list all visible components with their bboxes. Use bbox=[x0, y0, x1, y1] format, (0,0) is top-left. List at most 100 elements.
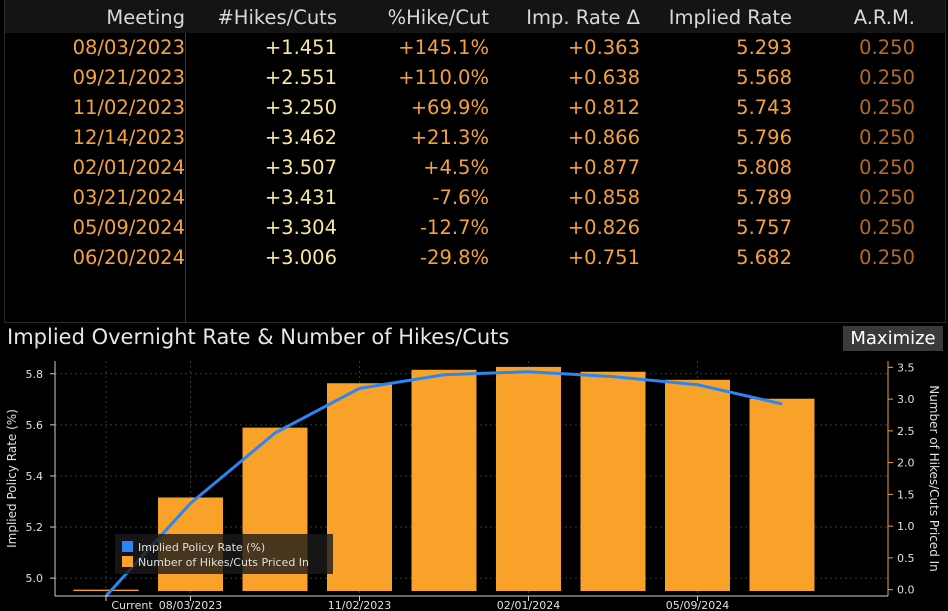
cell-meeting: 03/21/2024 bbox=[72, 186, 185, 209]
cell-delta: +0.363 bbox=[567, 36, 640, 59]
x-tick-label: 11/02/2023 bbox=[328, 599, 391, 611]
table-row[interactable]: 02/01/2024 +3.507 +4.5% +0.877 5.808 0.250 bbox=[5, 153, 945, 183]
cell-meeting: 02/01/2024 bbox=[72, 156, 185, 179]
cell-pct: +145.1% bbox=[398, 36, 489, 59]
x-tick-label: 08/03/2023 bbox=[159, 599, 222, 611]
left-tick-label: 5.4 bbox=[26, 470, 44, 483]
cell-hikes: +3.250 bbox=[264, 96, 337, 119]
left-tick-label: 5.6 bbox=[26, 419, 44, 432]
cell-arm: 0.250 bbox=[859, 96, 915, 119]
cell-rate: 5.796 bbox=[736, 126, 792, 149]
cell-meeting: 12/14/2023 bbox=[72, 126, 185, 149]
cell-pct: +110.0% bbox=[398, 66, 489, 89]
cell-hikes: +2.551 bbox=[264, 66, 337, 89]
x-tick-label: 02/01/2024 bbox=[497, 599, 560, 611]
right-tick-label: 0.0 bbox=[897, 584, 915, 597]
cell-rate: 5.808 bbox=[736, 156, 792, 179]
legend-swatch-line bbox=[122, 541, 133, 552]
header-imp-rate-delta[interactable]: Imp. Rate Δ bbox=[526, 6, 640, 29]
rate-chart: 5.0 5.2 5.4 5.6 5.8 0.0 0.5 1.0 1.5 2.0 2.5 3.0 3.5 C… bbox=[5, 361, 941, 611]
right-tick-label: 0.5 bbox=[897, 552, 915, 565]
cell-delta: +0.826 bbox=[567, 216, 640, 239]
bar bbox=[73, 589, 139, 591]
chart-title: Implied Overnight Rate & Number of Hikes… bbox=[7, 325, 510, 349]
cell-pct: -7.6% bbox=[432, 186, 489, 209]
legend-box bbox=[115, 534, 333, 574]
cell-rate: 5.743 bbox=[736, 96, 792, 119]
cell-hikes: +3.462 bbox=[264, 126, 337, 149]
table-row[interactable]: 06/20/2024 +3.006 -29.8% +0.751 5.682 0.250 bbox=[5, 243, 945, 273]
cell-hikes: +3.304 bbox=[264, 216, 337, 239]
cell-pct: -12.7% bbox=[420, 216, 489, 239]
cell-rate: 5.682 bbox=[736, 246, 792, 269]
cell-arm: 0.250 bbox=[859, 186, 915, 209]
cell-arm: 0.250 bbox=[859, 246, 915, 269]
header-pct-hike-cut[interactable]: %Hike/Cut bbox=[387, 6, 489, 29]
table-row[interactable]: 05/09/2024 +3.304 -12.7% +0.826 5.757 0.250 bbox=[5, 213, 945, 243]
cell-meeting: 08/03/2023 bbox=[72, 36, 185, 59]
cell-delta: +0.751 bbox=[567, 246, 640, 269]
table-row[interactable]: 12/14/2023 +3.462 +21.3% +0.866 5.796 0.250 bbox=[5, 123, 945, 153]
bar bbox=[496, 366, 561, 591]
cell-delta: +0.812 bbox=[567, 96, 640, 119]
bar bbox=[749, 398, 815, 591]
y2-axis-label: Number of Hikes/Cuts Priced In bbox=[927, 385, 941, 572]
cell-arm: 0.250 bbox=[859, 156, 915, 179]
line-series bbox=[104, 370, 783, 598]
table-row[interactable]: 09/21/2023 +2.551 +110.0% +0.638 5.568 0.250 bbox=[5, 63, 945, 93]
cell-meeting: 11/02/2023 bbox=[72, 96, 185, 119]
left-tick-label: 5.8 bbox=[26, 368, 44, 381]
bar bbox=[580, 371, 646, 591]
x-tick-label: Current bbox=[111, 599, 153, 611]
cell-pct: +21.3% bbox=[410, 126, 489, 149]
right-tick-label: 2.5 bbox=[897, 425, 915, 438]
cell-arm: 0.250 bbox=[859, 216, 915, 239]
right-tick-label: 1.5 bbox=[897, 488, 915, 501]
cell-rate: 5.293 bbox=[736, 36, 792, 59]
x-tick-label: 05/09/2024 bbox=[666, 599, 729, 611]
cell-pct: -29.8% bbox=[420, 246, 489, 269]
cell-meeting: 06/20/2024 bbox=[72, 246, 185, 269]
bar bbox=[665, 379, 730, 591]
right-tick-label: 2.0 bbox=[897, 457, 915, 470]
header-hikes-cuts[interactable]: #Hikes/Cuts bbox=[217, 6, 337, 29]
cell-arm: 0.250 bbox=[859, 36, 915, 59]
cell-hikes: +3.431 bbox=[264, 186, 337, 209]
y-axis-label: Implied Policy Rate (%) bbox=[5, 409, 19, 548]
cell-delta: +0.858 bbox=[567, 186, 640, 209]
right-tick-label: 1.0 bbox=[897, 520, 915, 533]
cell-meeting: 05/09/2024 bbox=[72, 216, 185, 239]
left-tick-label: 5.0 bbox=[26, 572, 44, 585]
cell-arm: 0.250 bbox=[859, 126, 915, 149]
header-meeting[interactable]: Meeting bbox=[106, 6, 185, 29]
cell-delta: +0.638 bbox=[567, 66, 640, 89]
legend-label-line: Implied Policy Rate (%) bbox=[138, 541, 265, 554]
cell-pct: +4.5% bbox=[423, 156, 489, 179]
header-arm[interactable]: A.R.M. bbox=[853, 6, 915, 29]
maximize-button[interactable]: Maximize bbox=[843, 326, 943, 351]
cell-hikes: +3.507 bbox=[264, 156, 337, 179]
cell-hikes: +1.451 bbox=[264, 36, 337, 59]
right-tick-label: 3.0 bbox=[897, 393, 915, 406]
header-implied-rate[interactable]: Implied Rate bbox=[668, 6, 792, 29]
rate-table: Meeting #Hikes/Cuts %Hike/Cut Imp. Rate … bbox=[4, 0, 946, 323]
legend-swatch-bar bbox=[122, 556, 133, 567]
bar bbox=[327, 383, 392, 591]
cell-rate: 5.757 bbox=[736, 216, 792, 239]
table-row[interactable]: 11/02/2023 +3.250 +69.9% +0.812 5.743 0.250 bbox=[5, 93, 945, 123]
table-header-row: Meeting #Hikes/Cuts %Hike/Cut Imp. Rate … bbox=[5, 0, 945, 33]
table-row[interactable]: 08/03/2023 +1.451 +145.1% +0.363 5.293 0.250 bbox=[5, 33, 945, 63]
cell-delta: +0.866 bbox=[567, 126, 640, 149]
table-row[interactable]: 03/21/2024 +3.431 -7.6% +0.858 5.789 0.250 bbox=[5, 183, 945, 213]
bar bbox=[411, 369, 477, 591]
left-tick-label: 5.2 bbox=[26, 521, 44, 534]
legend-label-bar: Number of Hikes/Cuts Priced In bbox=[138, 556, 309, 569]
cell-rate: 5.568 bbox=[736, 66, 792, 89]
cell-meeting: 09/21/2023 bbox=[72, 66, 185, 89]
cell-delta: +0.877 bbox=[567, 156, 640, 179]
cell-hikes: +3.006 bbox=[264, 246, 337, 269]
cell-pct: +69.9% bbox=[410, 96, 489, 119]
cell-rate: 5.789 bbox=[736, 186, 792, 209]
table-column-divider bbox=[185, 0, 186, 323]
cell-arm: 0.250 bbox=[859, 66, 915, 89]
